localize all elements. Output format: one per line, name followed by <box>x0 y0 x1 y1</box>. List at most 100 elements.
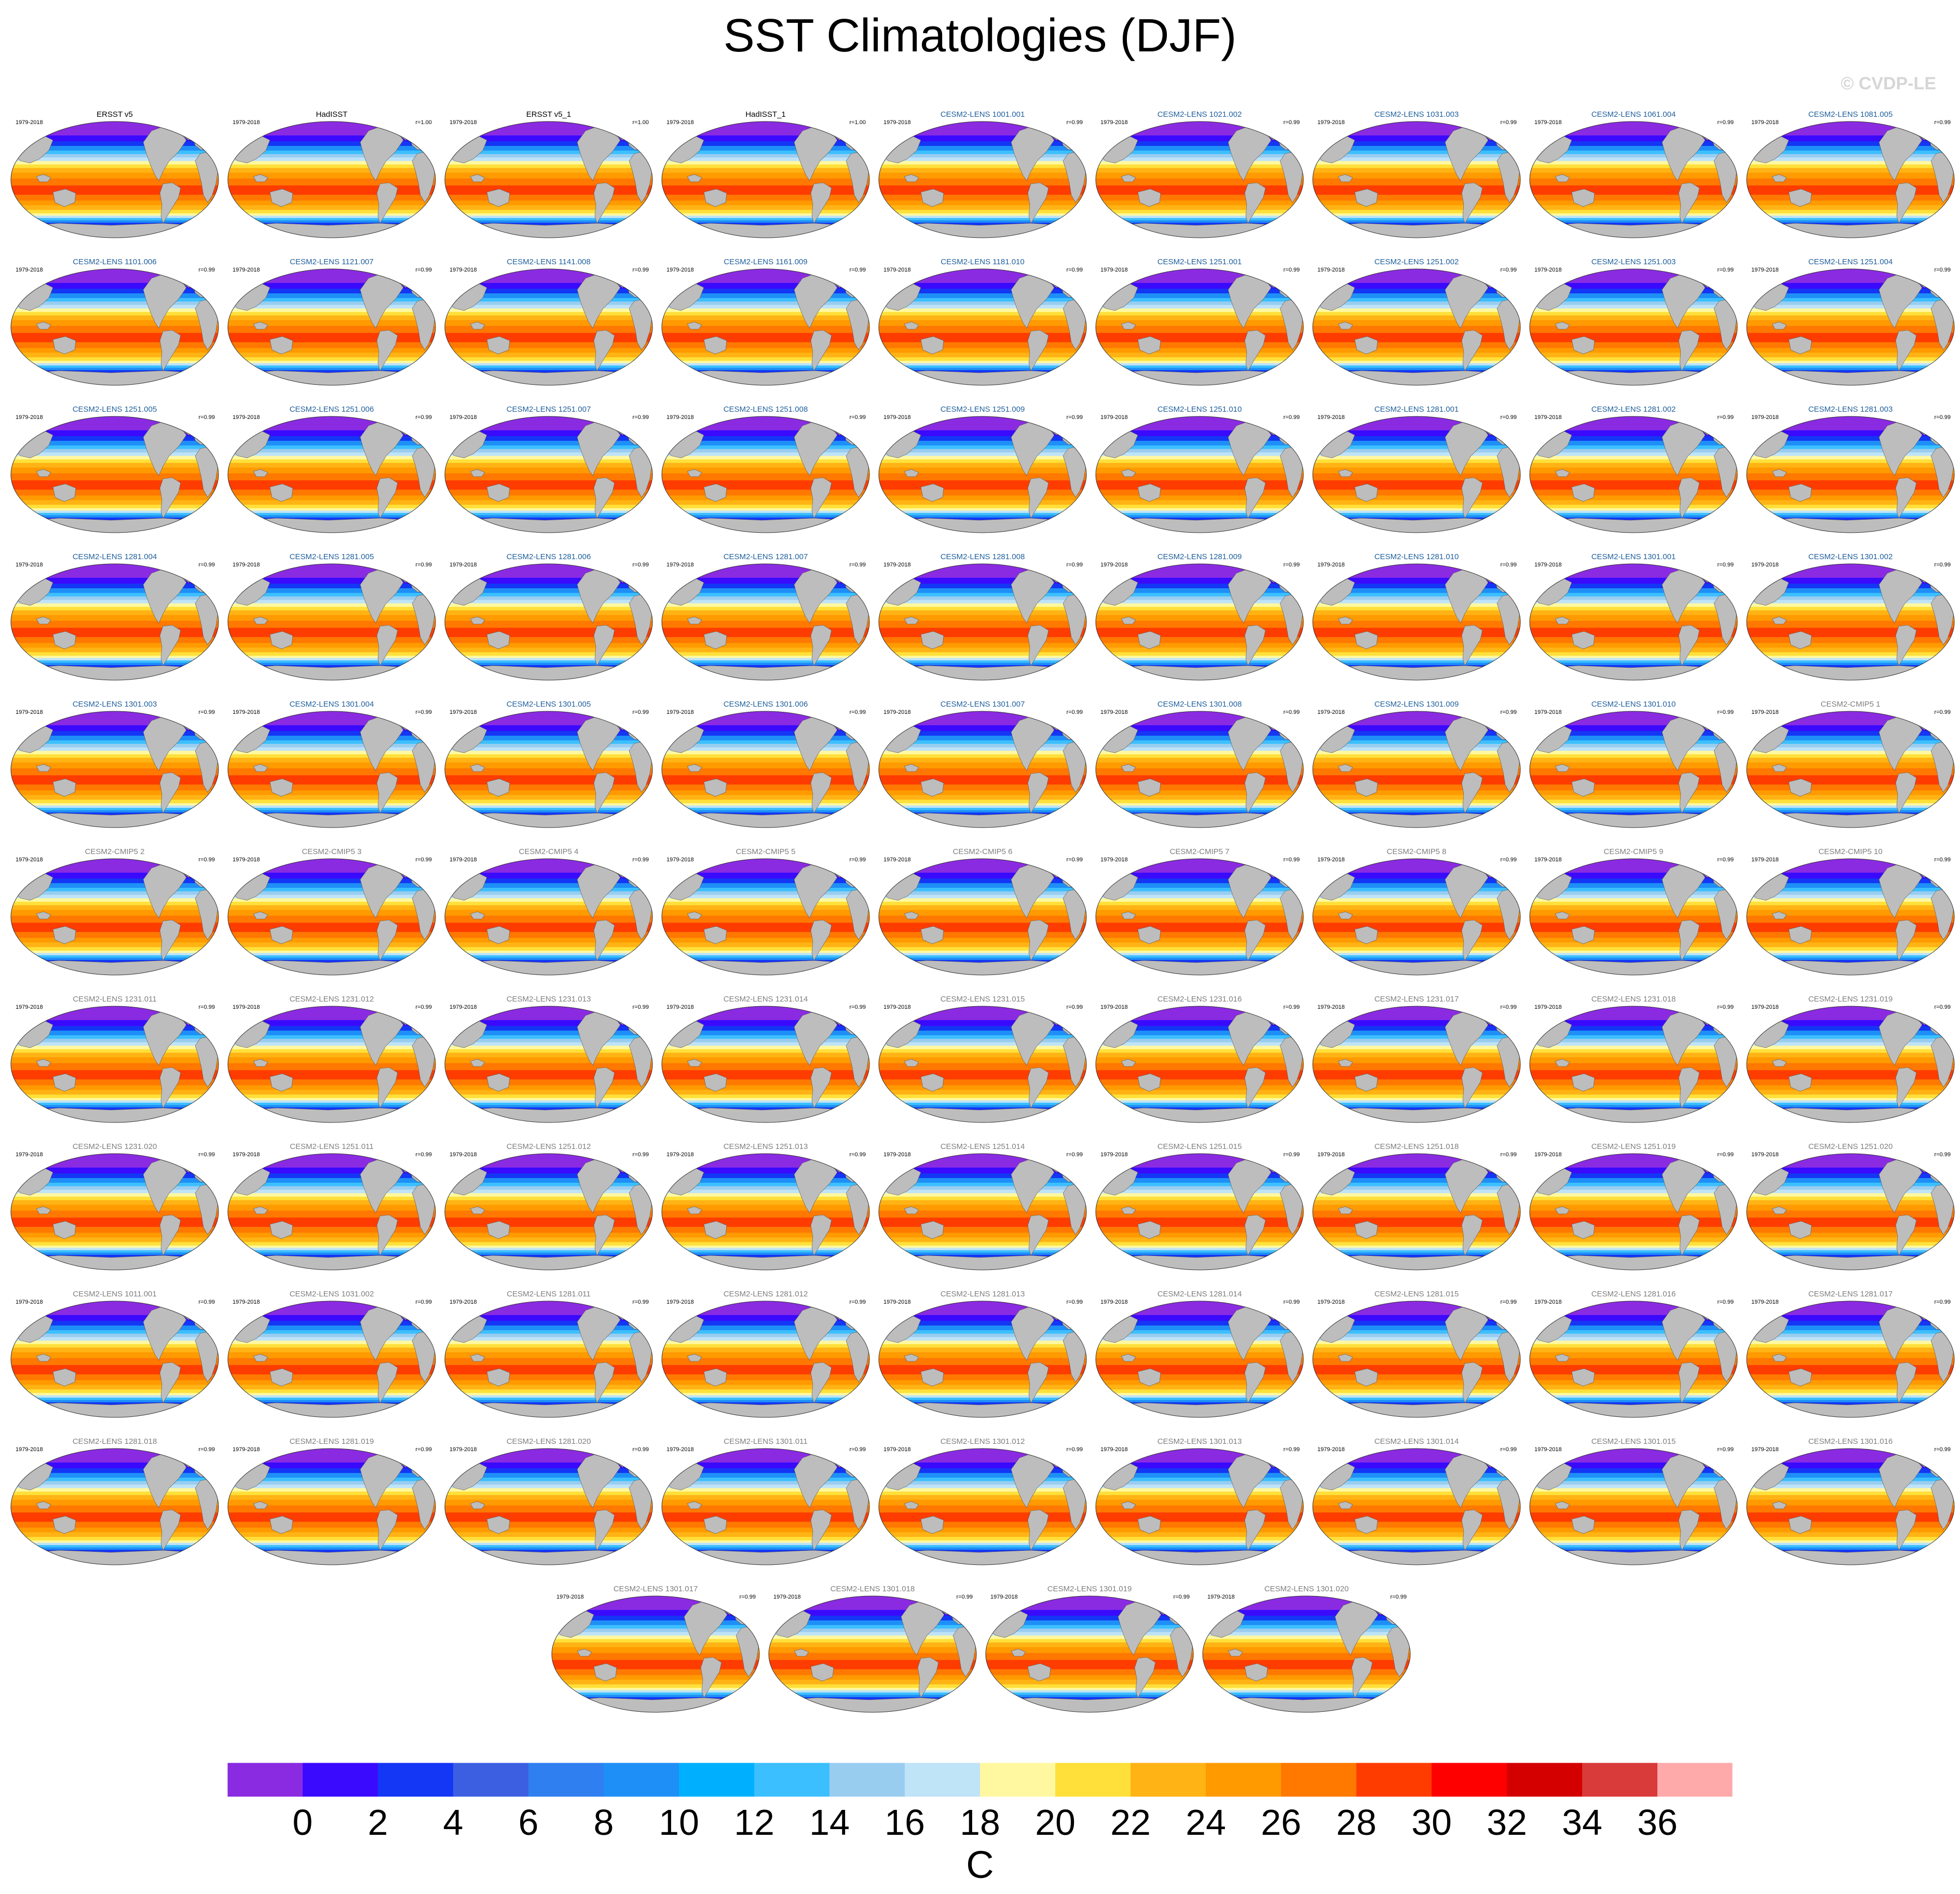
panel-period: 1979-2018 <box>1317 1299 1345 1305</box>
land-mask <box>1772 1354 1787 1362</box>
panel-title: CESM2-LENS 1251.018 <box>1374 1142 1459 1151</box>
panel-correlation: r=0.99 <box>1066 1446 1083 1453</box>
land-mask <box>810 1663 834 1682</box>
land-mask <box>470 1501 485 1509</box>
land-mask <box>470 174 485 182</box>
map-panel: CESM2-LENS 1121.007 1979-2018 r=0.99 <box>224 258 439 398</box>
land-mask <box>1571 1073 1595 1092</box>
panel-title: CESM2-LENS 1001.001 <box>940 110 1025 119</box>
panel-title: CESM2-LENS 1301.005 <box>506 700 591 709</box>
map-outline <box>661 858 870 976</box>
panel-correlation: r=0.99 <box>1934 857 1951 863</box>
panel-correlation: r=0.99 <box>1283 1152 1300 1158</box>
land-mask <box>376 330 398 371</box>
land-mask <box>1788 778 1812 797</box>
panel-correlation: r=0.99 <box>1717 1299 1734 1305</box>
land-mask <box>1895 1362 1917 1403</box>
land-mask <box>1137 1073 1161 1092</box>
map-outline <box>10 1153 219 1270</box>
land-mask <box>593 1362 615 1403</box>
map-panel: CESM2-LENS 1251.015 1979-2018 r=0.99 <box>1092 1142 1307 1282</box>
sst-map <box>444 121 653 238</box>
panel-period: 1979-2018 <box>1751 562 1779 568</box>
map-outline <box>227 416 436 533</box>
land-mask <box>486 631 510 650</box>
land-mask <box>1137 188 1161 207</box>
land-mask <box>703 1368 727 1387</box>
panel-title: CESM2-LENS 1251.002 <box>1374 258 1459 266</box>
colorbar-segment <box>1432 1763 1507 1797</box>
land-mask <box>810 772 832 814</box>
map-outline <box>1746 416 1955 533</box>
panel-title: CESM2-LENS 1301.018 <box>830 1585 915 1593</box>
land-mask <box>253 1059 268 1067</box>
map-panel: CESM2-LENS 1231.020 1979-2018 r=0.99 <box>7 1142 222 1282</box>
panel-period: 1979-2018 <box>1751 1004 1779 1010</box>
panel-period: 1979-2018 <box>450 857 477 863</box>
land-mask <box>687 616 702 625</box>
sst-map <box>227 858 436 976</box>
panel-period: 1979-2018 <box>1534 1004 1562 1010</box>
land-mask <box>52 336 76 355</box>
panel-correlation: r=0.99 <box>415 267 432 273</box>
panel-correlation: r=0.99 <box>849 267 866 273</box>
land-mask <box>486 926 510 944</box>
panel-correlation: r=0.99 <box>1066 1004 1083 1010</box>
land-mask <box>1121 321 1136 330</box>
panel-period: 1979-2018 <box>666 1004 694 1010</box>
panel-correlation: r=0.99 <box>849 709 866 715</box>
map-outline <box>878 858 1087 976</box>
panel-title: CESM2-LENS 1231.020 <box>72 1142 157 1151</box>
panel-title: CESM2-LENS 1281.006 <box>506 552 591 561</box>
sst-map <box>1312 1006 1521 1123</box>
land-mask <box>1137 336 1161 355</box>
panel-correlation: r=0.99 <box>632 414 649 421</box>
land-mask <box>920 1073 944 1092</box>
panel-title: CESM2-LENS 1281.001 <box>1374 405 1459 414</box>
land-mask <box>1027 772 1049 814</box>
map-panel: CESM2-LENS 1231.017 1979-2018 r=0.99 <box>1309 995 1524 1135</box>
panel-title: CESM2-LENS 1251.009 <box>940 405 1025 414</box>
sst-map <box>227 268 436 386</box>
map-outline <box>1529 858 1738 976</box>
panel-correlation: r=0.99 <box>198 1299 215 1305</box>
land-mask <box>1788 631 1812 650</box>
land-mask <box>1571 336 1595 355</box>
panel-period: 1979-2018 <box>1317 267 1345 273</box>
panel-title: CESM2-LENS 1141.008 <box>507 258 591 266</box>
panel-period: 1979-2018 <box>1100 1299 1128 1305</box>
map-panel: CESM2-LENS 1281.003 1979-2018 r=0.99 <box>1743 405 1958 545</box>
sst-map <box>444 1301 653 1418</box>
panel-title: CESM2-LENS 1301.002 <box>1808 552 1893 561</box>
map-outline <box>1312 1448 1521 1565</box>
panel-period: 1979-2018 <box>1534 414 1562 421</box>
map-outline <box>10 268 219 386</box>
sst-map <box>1312 416 1521 533</box>
land-mask <box>269 1221 293 1239</box>
panel-correlation: r=0.99 <box>1500 562 1517 568</box>
land-mask <box>920 631 944 650</box>
land-mask <box>794 1648 809 1657</box>
panel-correlation: r=0.99 <box>1934 1004 1951 1010</box>
land-mask <box>1461 919 1483 961</box>
land-mask <box>1772 616 1787 625</box>
panel-period: 1979-2018 <box>666 267 694 273</box>
land-mask <box>593 1509 615 1551</box>
land-mask <box>1137 1368 1161 1387</box>
map-outline <box>444 1448 653 1565</box>
sst-map <box>1746 121 1955 238</box>
panel-period: 1979-2018 <box>450 1152 477 1158</box>
panel-title: HadISST_1 <box>745 110 786 119</box>
land-mask <box>687 1206 702 1214</box>
land-mask <box>1895 1067 1917 1108</box>
land-mask <box>904 469 919 477</box>
land-mask <box>1354 188 1378 207</box>
map-panel: CESM2-LENS 1301.017 1979-2018 r=0.99 <box>548 1585 763 1725</box>
map-outline <box>661 416 870 533</box>
land-mask <box>1338 911 1353 919</box>
land-mask <box>486 1368 510 1387</box>
map-outline <box>1529 1153 1738 1270</box>
map-panel: CESM2-LENS 1081.005 1979-2018 r=0.99 <box>1743 110 1958 250</box>
panel-period: 1979-2018 <box>450 119 477 126</box>
